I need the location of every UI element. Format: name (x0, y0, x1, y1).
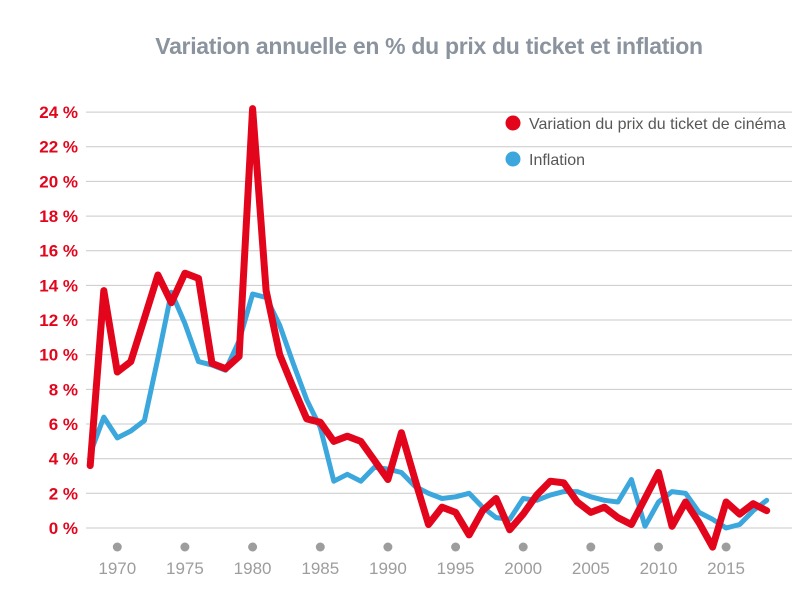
y-axis-label: 14 % (39, 276, 78, 295)
x-axis-label: 1975 (166, 559, 204, 578)
x-axis-label: 2010 (640, 559, 678, 578)
x-axis-label: 2015 (707, 559, 745, 578)
legend-label-ticket-price: Variation du prix du ticket de cinéma (529, 116, 786, 133)
x-axis-label: 1985 (301, 559, 339, 578)
x-axis-tick-dot (654, 542, 663, 552)
x-axis-tick-dot (315, 542, 325, 552)
x-axis-label: 1980 (234, 559, 272, 578)
x-axis-label: 1995 (437, 559, 475, 578)
legend-dot-inflation-icon (505, 151, 521, 167)
y-axis-label: 22 % (39, 138, 78, 157)
x-axis-tick-dot (586, 542, 596, 552)
x-axis-tick-dot (248, 542, 258, 552)
y-axis-label: 20 % (39, 172, 78, 191)
x-axis-tick-dot (180, 542, 190, 552)
series-lines (86, 105, 771, 551)
y-axis-label: 0 % (49, 519, 78, 538)
y-axis-label: 24 % (39, 103, 78, 122)
x-axis-tick-dot (383, 542, 393, 552)
x-axis-label: 1970 (98, 559, 136, 578)
legend: Variation du prix du ticket de cinéma In… (505, 115, 786, 169)
y-axis-label: 12 % (39, 311, 78, 330)
x-axis-label: 2000 (504, 559, 542, 578)
x-axis-tick-dot (721, 542, 731, 552)
x-axis-tick-dot (112, 542, 122, 552)
legend-dot-ticket-price-icon (505, 115, 521, 131)
y-axis-label: 2 % (49, 484, 78, 503)
x-axis: 1970 1975 1980 1985 1990 1995 2000 2005 2010 2015 (98, 542, 745, 578)
legend-label-inflation: Inflation (529, 152, 585, 169)
chart-title: Variation annuelle en % du prix du ticke… (155, 33, 702, 59)
gridlines (86, 111, 792, 529)
y-axis-label: 8 % (49, 380, 78, 399)
y-axis-label: 18 % (39, 207, 78, 226)
y-axis-label: 6 % (49, 415, 78, 434)
x-axis-label: 1990 (369, 559, 407, 578)
y-axis-labels: 0 % 2 % 4 % 6 % 8 % 10 % 12 % 14 % 16 % 18 % 20 % 2… (39, 103, 78, 538)
x-axis-tick-dot (518, 542, 528, 552)
y-axis-label: 4 % (49, 450, 78, 469)
y-axis-label: 16 % (39, 242, 78, 261)
series-line-ticket-price (86, 105, 771, 551)
x-axis-tick-dot (451, 542, 461, 552)
series-line-inflation (87, 289, 770, 531)
y-axis-label: 10 % (39, 346, 78, 365)
x-axis-label: 2005 (572, 559, 610, 578)
